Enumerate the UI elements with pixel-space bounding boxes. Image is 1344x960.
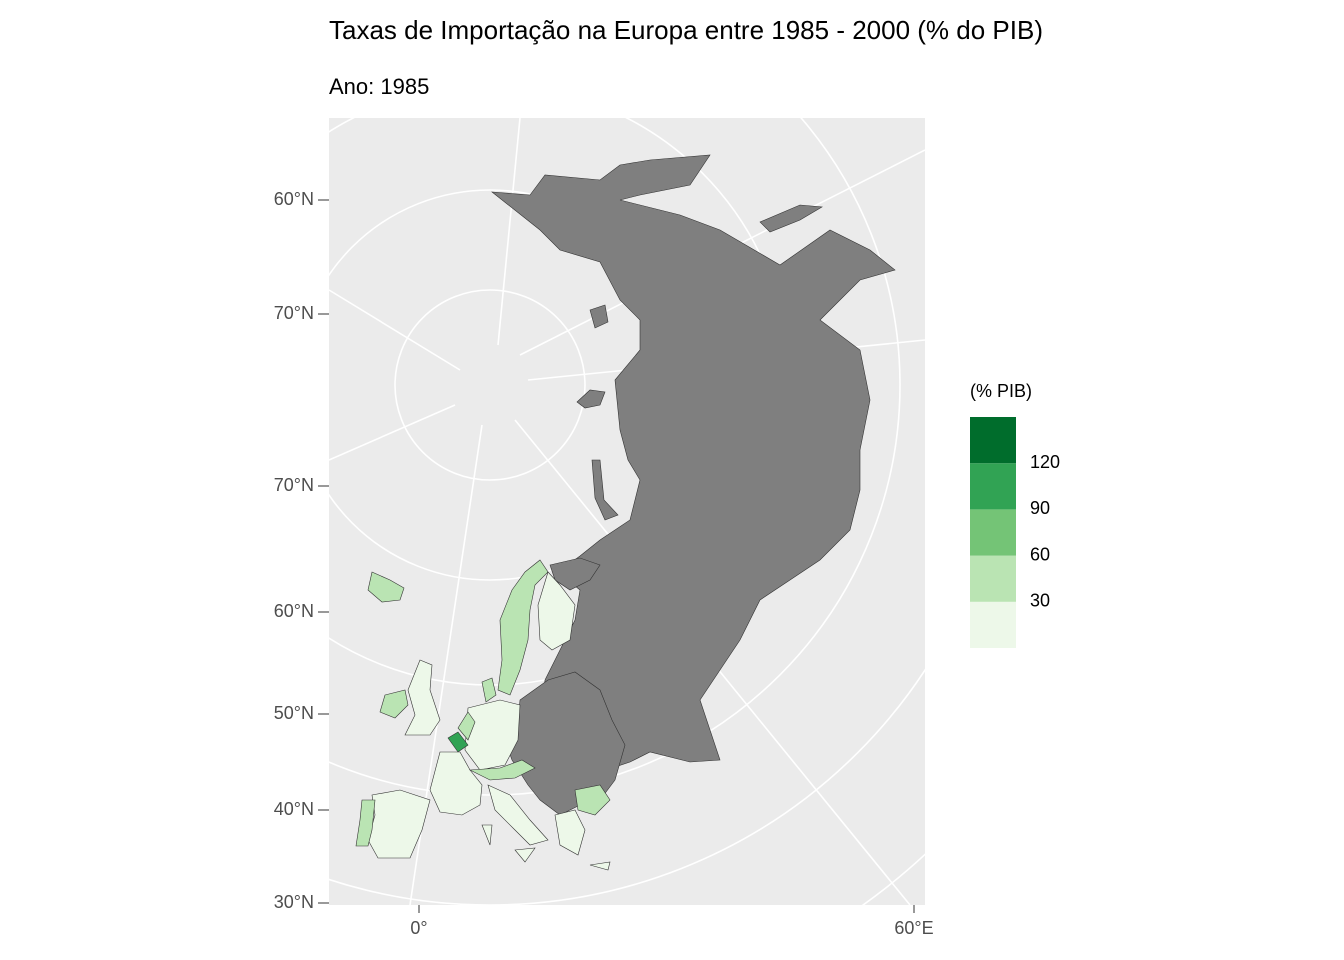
legend-swatch (970, 417, 1016, 464)
legend-swatch (970, 601, 1016, 648)
country (447, 731, 469, 753)
country (429, 751, 483, 816)
chart-title: Taxas de Importação na Europa entre 1985… (329, 15, 1043, 45)
country (491, 154, 896, 773)
legend-tick-label: 120 (1030, 452, 1060, 472)
chart-subtitle: Ano: 1985 (329, 74, 429, 99)
country (457, 677, 497, 741)
countries (355, 154, 896, 871)
country (367, 571, 405, 603)
y-axis-label: 40°N (274, 799, 314, 819)
y-axis-label: 50°N (274, 703, 314, 723)
x-axis-label: 60°E (894, 918, 933, 938)
y-axis-label: 70°N (274, 475, 314, 495)
legend-swatch (970, 463, 1016, 510)
legend: (% PIB) (970, 381, 1032, 401)
country (576, 204, 823, 521)
country (554, 809, 611, 871)
country (404, 659, 441, 736)
y-axis-label: 60°N (274, 189, 314, 209)
country (379, 689, 409, 719)
country (537, 571, 576, 651)
legend-title: (% PIB) (970, 381, 1032, 401)
legend-tick-label: 90 (1030, 498, 1050, 518)
country (481, 784, 549, 863)
y-axis-label: 70°N (274, 303, 314, 323)
legend-swatch (970, 509, 1016, 556)
country (355, 799, 376, 847)
legend-tick-label: 60 (1030, 544, 1050, 564)
country (574, 784, 611, 816)
x-axis-label: 0° (410, 918, 427, 938)
country (468, 759, 536, 781)
country (464, 699, 521, 771)
country (497, 559, 549, 696)
legend-tick-label: 30 (1030, 591, 1050, 611)
legend-swatch (970, 555, 1016, 602)
y-axis-label: 30°N (274, 892, 314, 912)
y-axis-label: 60°N (274, 601, 314, 621)
